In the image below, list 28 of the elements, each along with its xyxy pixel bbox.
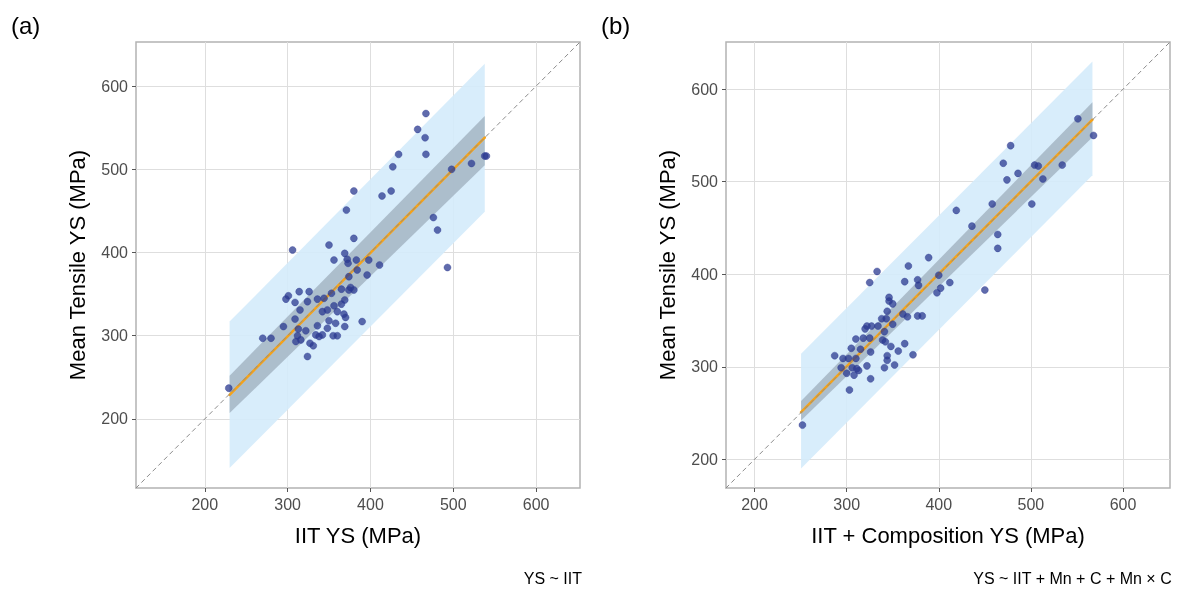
y-tick-label: 200 (691, 450, 719, 468)
x-tick-label: 500 (1017, 495, 1045, 513)
y-tick-label: 500 (691, 173, 719, 191)
y-tick-label: 300 (101, 327, 129, 345)
y-axis-title: Mean Tensile YS (MPa) (654, 149, 680, 381)
y-tick-label: 200 (101, 410, 129, 428)
y-tick-label: 500 (101, 160, 129, 178)
x-tick-label: 500 (439, 495, 467, 513)
y-axis-title: Mean Tensile YS (MPa) (64, 149, 90, 381)
x-tick-label: 300 (274, 495, 302, 513)
text: YS ~ IIT (523, 569, 583, 587)
text: YS ~ IIT + Mn + C + Mn × C (973, 569, 1172, 587)
x-tick-label: 400 (357, 495, 384, 513)
x-axis-title: IIT + Composition YS (MPa) (811, 522, 1085, 548)
x-tick-label: 300 (833, 495, 861, 513)
x-axis-title: IIT YS (MPa) (294, 522, 422, 548)
y-tick-label: 300 (691, 358, 719, 376)
x-tick-label: 600 (1109, 495, 1137, 513)
y-tick-label: 600 (101, 77, 129, 95)
x-tick-label: 200 (741, 495, 768, 513)
x-tick-label: 400 (925, 495, 953, 513)
y-tick-label: 600 (691, 80, 719, 98)
chart-title: (a) (11, 11, 41, 39)
chart-title: (b) (601, 11, 631, 39)
x-tick-label: 600 (522, 495, 550, 513)
y-tick-label: 400 (691, 265, 719, 283)
x-tick-label: 200 (191, 495, 219, 513)
y-tick-label: 400 (101, 244, 129, 262)
